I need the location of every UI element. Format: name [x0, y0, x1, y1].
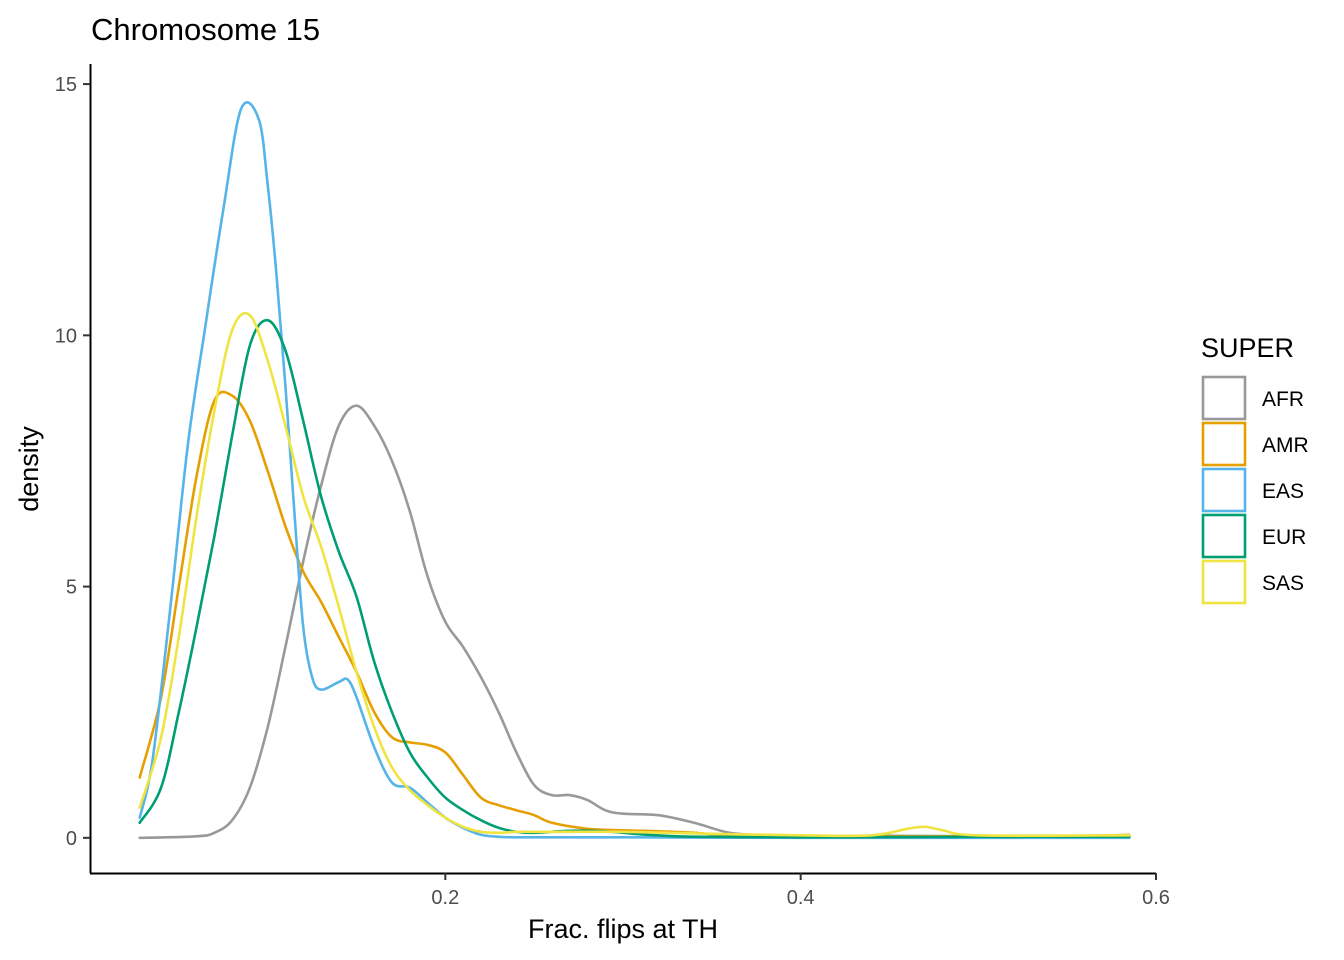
legend-title: SUPER [1201, 333, 1294, 363]
x-axis-ticks: 0.2 0.4 0.6 [431, 873, 1170, 909]
series-line-sas [138, 311, 1131, 838]
legend-key-afr [1201, 375, 1247, 421]
y-tick-label: 5 [66, 577, 77, 599]
x-tick-label: 0.6 [1142, 887, 1170, 909]
y-tick-label: 15 [55, 74, 77, 96]
x-tick-label: 0.2 [431, 887, 459, 909]
series-line-amr [138, 390, 1131, 838]
legend: SUPER AFR AMR EAS EUR SAS [1201, 333, 1309, 605]
series-line-eas [138, 101, 1131, 840]
legend-label-afr: AFR [1262, 388, 1304, 411]
legend-key-sas [1201, 559, 1247, 605]
y-axis-ticks: 0 5 10 15 [55, 74, 90, 850]
series-line-afr [138, 404, 1131, 840]
series-layer [138, 101, 1131, 840]
y-axis-label: density [14, 426, 44, 512]
legend-key-amr [1201, 421, 1247, 467]
legend-label-eur: EUR [1262, 526, 1306, 549]
x-axis-label: Frac. flips at TH [528, 914, 718, 944]
legend-label-eas: EAS [1262, 480, 1304, 503]
plot-panel: 0.2 0.4 0.6 0 5 10 15 [55, 64, 1170, 909]
y-tick-label: 0 [66, 828, 77, 850]
chart-title: Chromosome 15 [91, 12, 320, 47]
legend-label-sas: SAS [1262, 572, 1304, 595]
legend-key-eas [1201, 467, 1247, 513]
legend-key-eur [1201, 513, 1247, 559]
x-tick-label: 0.4 [787, 887, 815, 909]
series-line-eur [138, 318, 1131, 839]
legend-label-amr: AMR [1262, 434, 1309, 457]
y-tick-label: 10 [55, 325, 77, 347]
